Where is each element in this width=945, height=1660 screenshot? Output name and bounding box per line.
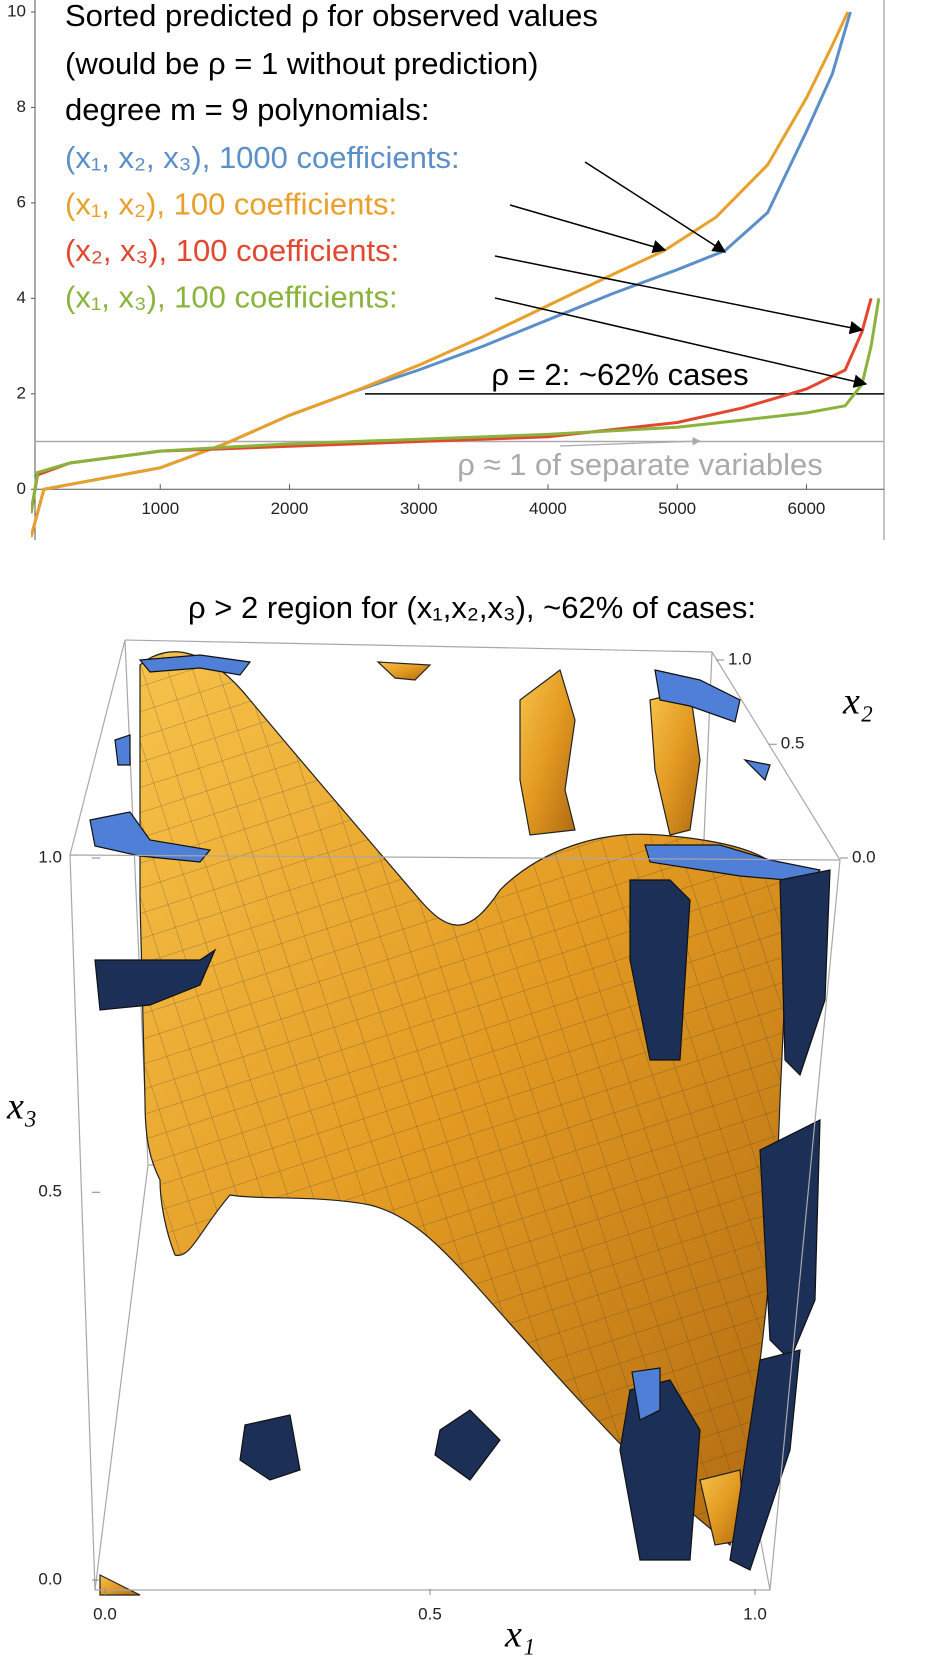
x-tick-label: 5000 [658,499,696,518]
x-tick-label: 2000 [271,499,309,518]
tick-label: 1.0 [38,847,62,866]
tick-label: 1.0 [728,649,752,668]
gray-arrow [559,437,701,447]
legend-entry: (x₁, x₂, x₃), 1000 coefficients: [65,140,460,175]
series-line [31,298,881,514]
x-tick-label: 1000 [141,499,179,518]
legend-entry: (x₁, x₃), 100 coefficients: [65,280,398,315]
surface-piece [519,669,576,836]
arrow [509,204,667,254]
region-surface [89,651,831,1596]
x3-axis-label: x₃ [6,1086,37,1128]
box-front [69,854,841,1591]
surface-cap [743,759,771,782]
tick-label: 0.5 [781,734,805,753]
chart-title: Sorted predicted ρ for observed values [65,0,598,33]
plot-lines [31,11,881,538]
surface-side [779,869,831,1077]
surface-side [629,879,691,1061]
tick-label: 1.0 [743,1604,767,1623]
y-tick-label: 4 [17,288,26,307]
surface-mesh [140,651,790,1545]
y-tick-label: 8 [17,97,26,116]
legend-title: degree m = 9 polynomials: [65,92,429,127]
legend-entry: (x₁, x₂), 100 coefficients: [65,187,397,222]
series-line [31,11,850,538]
line-chart: 0 2 4 6 8 10 1000 2000 3000 4000 5000 6000 ρ = 2: ~6… [7,0,885,540]
arrow [584,161,727,253]
surface-side [239,1414,301,1481]
surface-cap [631,1367,661,1421]
legend-entry: (x₂, x₃), 100 coefficients: [65,233,399,268]
tick-label: 0.0 [93,1604,117,1623]
tick-label: 0.5 [418,1604,442,1623]
x-tick-label: 6000 [788,499,826,518]
y-tick-label: 6 [17,192,26,211]
tick-label: 0.0 [38,1569,62,1588]
x-tick-label: 4000 [529,499,567,518]
surface-piece [649,689,701,836]
surface-side [759,1119,821,1362]
x2-axis-label: x₂ [842,681,873,723]
tick-label: 0.0 [852,847,876,866]
surface-piece [376,661,432,681]
y-tick-label: 0 [17,479,26,498]
y-tick-label: 2 [17,383,26,402]
surface-side [434,1409,501,1481]
reference-label: ρ ≈ 1 of separate variables [457,447,823,482]
reference-label: ρ = 2: ~62% cases [491,357,748,392]
axes-3d: 0.0 0.5 1.0 0.0 0.5 1.0 0.0 0.5 1.0 [38,649,875,1623]
tick-label: 0.5 [38,1182,62,1201]
surface-cap [654,669,741,723]
surface-side [94,948,217,1011]
arrow [494,297,868,388]
chart-subtitle: (would be ρ = 1 without prediction) [65,46,538,81]
surface-piece [99,1574,141,1596]
x1-axis-label: x₁ [504,1614,535,1656]
arrow [494,255,864,335]
pointer-arrows [494,161,868,388]
y-tick-label: 10 [7,1,26,20]
chart-title: ρ > 2 region for (x₁,x₂,x₃), ~62% of cas… [188,590,756,625]
surface-cap [114,734,131,766]
surface-cap [138,654,252,676]
x-tick-label: 3000 [400,499,438,518]
surface-side [619,1379,701,1561]
